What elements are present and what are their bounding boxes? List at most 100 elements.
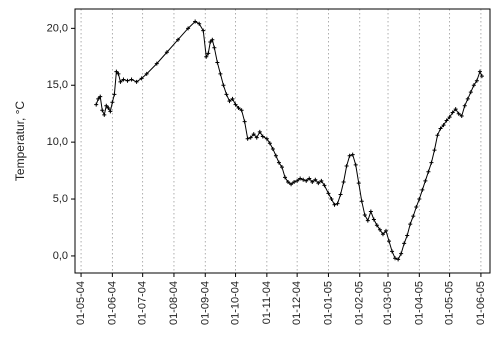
x-tick-label: 01-12-04 <box>291 281 303 325</box>
data-point <box>236 106 241 110</box>
y-tick-label: 10,0 <box>47 136 68 148</box>
data-point <box>414 205 419 209</box>
data-point <box>344 164 349 169</box>
data-point <box>468 90 473 95</box>
data-point <box>218 71 223 76</box>
data-point <box>444 118 449 123</box>
data-point <box>298 176 303 181</box>
data-point <box>134 79 139 84</box>
data-point <box>212 45 217 50</box>
y-axis: 0,0 5,0 10,0 15,0 20,0 <box>47 22 75 262</box>
x-tick-label: 01-01-05 <box>322 281 334 325</box>
data-point <box>359 199 364 204</box>
data-point <box>292 179 297 184</box>
data-point <box>251 132 256 137</box>
data-point <box>313 177 318 182</box>
data-point <box>110 100 115 105</box>
data-point <box>307 176 312 181</box>
data-point <box>347 153 352 158</box>
plot-frame <box>74 8 491 274</box>
data-point <box>304 178 309 183</box>
data-point <box>108 109 113 114</box>
x-tick-label: 01-05-05 <box>444 281 456 325</box>
x-tick-label: 01-05-04 <box>75 281 87 325</box>
y-axis-title: Temperatur, °C <box>13 101 27 181</box>
data-point <box>477 69 482 74</box>
data-point <box>377 227 382 232</box>
data-point <box>387 239 392 244</box>
x-tick-label: 01-03-05 <box>382 281 394 325</box>
data-point <box>121 77 126 82</box>
x-tick-label: 01-06-04 <box>106 281 118 325</box>
data-point <box>332 202 337 207</box>
data-point <box>102 112 107 117</box>
data-point <box>441 123 446 128</box>
x-tick-label: 01-11-04 <box>261 281 273 324</box>
data-point <box>267 141 272 146</box>
data-point <box>432 148 437 153</box>
y-tick-label: 5,0 <box>53 193 68 205</box>
data-point <box>289 182 294 187</box>
data-point <box>239 108 244 113</box>
y-tick-label: 0,0 <box>53 250 68 262</box>
x-tick-label: 01-06-05 <box>475 281 487 325</box>
data-point <box>420 187 425 192</box>
data-point <box>423 178 428 183</box>
x-tick-label: 01-08-04 <box>168 281 180 325</box>
data-point <box>383 228 388 233</box>
data-point <box>254 135 259 140</box>
data-point <box>371 217 376 222</box>
data-point <box>365 218 370 223</box>
data-point <box>286 179 291 184</box>
data-point <box>264 136 269 141</box>
data-point <box>408 222 413 227</box>
data-point <box>139 76 144 81</box>
data-point <box>353 162 358 167</box>
data-point <box>210 37 215 42</box>
data-point <box>96 96 101 101</box>
data-point <box>221 83 226 88</box>
data-point <box>208 40 213 44</box>
data-point <box>380 232 385 237</box>
data-point <box>276 160 281 165</box>
data-point <box>417 197 422 202</box>
data-point <box>368 209 373 214</box>
data-point <box>227 99 232 104</box>
data-point <box>474 78 479 83</box>
data-point <box>426 169 431 174</box>
data-point <box>471 83 476 88</box>
plot-area-background <box>75 9 490 273</box>
x-tick-label: 01-10-04 <box>230 281 242 325</box>
x-tick-label: 01-07-04 <box>137 281 149 325</box>
data-point <box>201 28 206 33</box>
data-point <box>129 77 134 82</box>
data-point <box>435 133 440 138</box>
data-point <box>100 108 105 113</box>
data-point <box>98 94 103 99</box>
data-point <box>283 175 288 180</box>
data-point <box>193 19 198 24</box>
data-point <box>125 78 130 83</box>
data-point <box>106 106 111 110</box>
data-point <box>206 51 211 56</box>
data-point <box>405 233 410 238</box>
data-point <box>270 146 275 151</box>
data-point <box>362 212 367 217</box>
data-point <box>456 111 461 116</box>
data-point <box>257 129 262 134</box>
data-point <box>245 136 250 141</box>
data-point <box>350 152 355 157</box>
data-point <box>402 241 407 246</box>
data-point <box>242 119 247 124</box>
data-point <box>429 160 434 165</box>
x-tick-label: 01-04-05 <box>413 281 425 325</box>
data-point <box>215 60 220 65</box>
x-tick-label: 01-09-04 <box>199 281 211 325</box>
data-point <box>273 153 278 158</box>
data-point <box>197 21 202 26</box>
data-point <box>118 79 123 84</box>
data-point <box>411 214 416 219</box>
data-point <box>144 71 149 76</box>
data-point <box>104 103 109 108</box>
